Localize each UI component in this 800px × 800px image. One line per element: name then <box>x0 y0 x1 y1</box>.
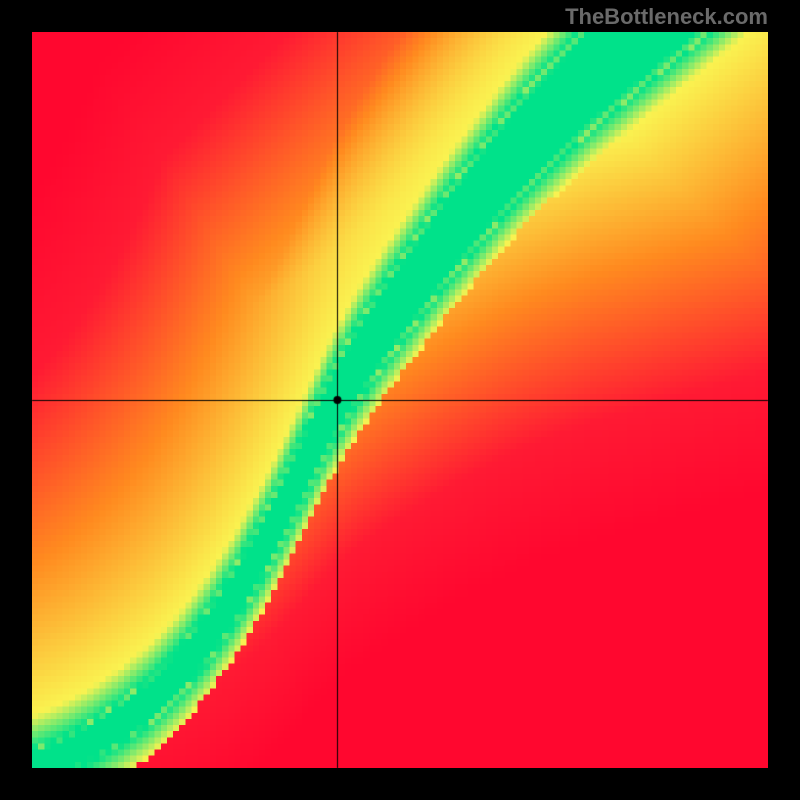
chart-container: { "watermark": { "text": "TheBottleneck.… <box>0 0 800 800</box>
bottleneck-heatmap <box>32 32 768 768</box>
watermark-text: TheBottleneck.com <box>565 4 768 30</box>
